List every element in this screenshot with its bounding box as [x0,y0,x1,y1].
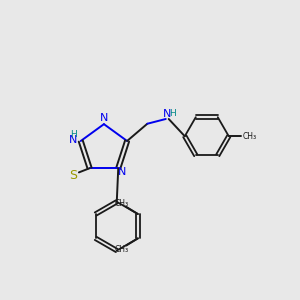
Text: S: S [70,169,78,182]
Text: H: H [70,130,76,139]
Text: N: N [118,167,126,177]
Text: CH₃: CH₃ [115,199,129,208]
Text: N: N [99,112,108,123]
Text: H: H [169,109,176,118]
Text: CH₃: CH₃ [115,244,129,253]
Text: CH₃: CH₃ [243,132,257,141]
Text: N: N [163,109,171,118]
Text: N: N [69,135,77,145]
